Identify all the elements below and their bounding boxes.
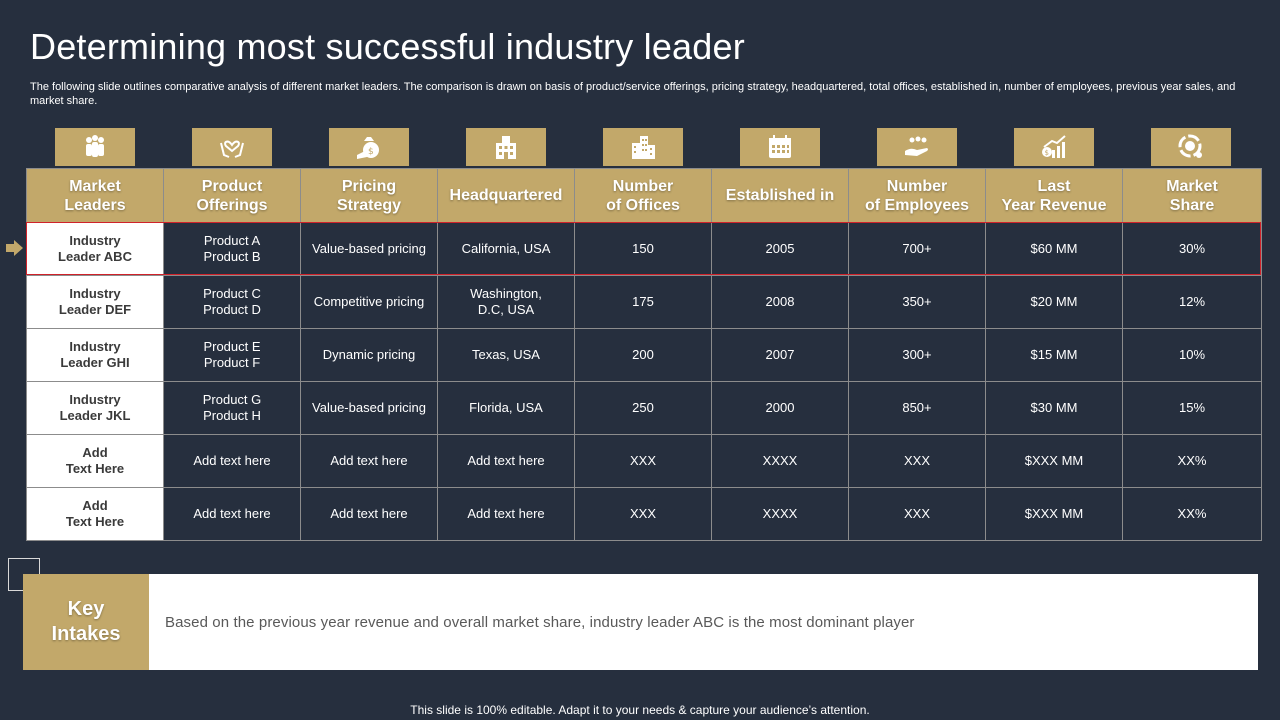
- table-cell: 850+: [848, 381, 986, 435]
- table-cell: 2005: [711, 222, 849, 276]
- table-cell: 700+: [848, 222, 986, 276]
- table-cell: 150: [574, 222, 712, 276]
- header-number-of-offices: Number of Offices: [574, 168, 712, 223]
- table-cell-leader: Add Text Here: [26, 434, 164, 488]
- key-intakes-label: Key Intakes: [23, 574, 149, 670]
- table-cell: Product A Product B: [163, 222, 301, 276]
- handshake-heart-icon: [192, 128, 272, 166]
- table-cell: 350+: [848, 275, 986, 329]
- footer-note: This slide is 100% editable. Adapt it to…: [410, 703, 870, 717]
- table-cell-leader: Industry Leader DEF: [26, 275, 164, 329]
- table-cell: Competitive pricing: [300, 275, 438, 329]
- header-pricing-strategy: Pricing Strategy: [300, 168, 438, 223]
- table-cell: Product E Product F: [163, 328, 301, 382]
- table-cell: XX%: [1122, 487, 1262, 541]
- table-cell: XX%: [1122, 434, 1262, 488]
- svg-text:$: $: [1045, 149, 1049, 157]
- header-market-share: Market Share: [1122, 168, 1262, 223]
- table-header-row: Market Leaders Product Offerings Pricing…: [26, 168, 1262, 223]
- table-cell: Product G Product H: [163, 381, 301, 435]
- header-market-leaders: Market Leaders: [26, 168, 164, 223]
- table-row: Industry Leader GHI Product E Product F …: [26, 328, 1262, 382]
- header-product-offerings: Product Offerings: [163, 168, 301, 223]
- header-number-of-employees: Number of Employees: [848, 168, 986, 223]
- table-cell: 2000: [711, 381, 849, 435]
- table-row: Industry Leader ABC Product A Product B …: [26, 222, 1262, 276]
- svg-text:$: $: [368, 147, 374, 157]
- table-cell-leader: Industry Leader ABC: [26, 222, 164, 276]
- table-cell: XXX: [574, 487, 712, 541]
- header-last-year-revenue: Last Year Revenue: [985, 168, 1123, 223]
- table-row: Industry Leader JKL Product G Product H …: [26, 381, 1262, 435]
- table-cell: $60 MM: [985, 222, 1123, 276]
- table-cell: XXXX: [711, 487, 849, 541]
- table-cell: XXX: [848, 434, 986, 488]
- table-row: Add Text Here Add text here Add text her…: [26, 487, 1262, 541]
- table-cell: $15 MM: [985, 328, 1123, 382]
- table-cell: $20 MM: [985, 275, 1123, 329]
- table-cell: Texas, USA: [437, 328, 575, 382]
- table-cell: Add text here: [437, 487, 575, 541]
- table-cell: 30%: [1122, 222, 1262, 276]
- table-cell: Product C Product D: [163, 275, 301, 329]
- money-bag-icon: $: [329, 128, 409, 166]
- table-cell: $XXX MM: [985, 434, 1123, 488]
- table-cell: 12%: [1122, 275, 1262, 329]
- table-cell: XXX: [574, 434, 712, 488]
- table-cell: Add text here: [163, 487, 301, 541]
- table-cell: XXX: [848, 487, 986, 541]
- table-cell: 175: [574, 275, 712, 329]
- office-buildings-icon: [603, 128, 683, 166]
- arrow-right-icon: [6, 240, 23, 256]
- table-cell: 15%: [1122, 381, 1262, 435]
- table-cell: Value-based pricing: [300, 222, 438, 276]
- table-cell: Florida, USA: [437, 381, 575, 435]
- table-cell: 2007: [711, 328, 849, 382]
- table-cell: 200: [574, 328, 712, 382]
- hand-people-icon: [877, 128, 957, 166]
- pie-chart-icon: [1151, 128, 1231, 166]
- header-established-in: Established in: [711, 168, 849, 223]
- table-cell: Value-based pricing: [300, 381, 438, 435]
- table-cell: $XXX MM: [985, 487, 1123, 541]
- header-headquartered: Headquartered: [437, 168, 575, 223]
- revenue-chart-icon: $: [1014, 128, 1094, 166]
- table-cell: Add text here: [300, 434, 438, 488]
- calendar-icon: [740, 128, 820, 166]
- table-cell-leader: Industry Leader JKL: [26, 381, 164, 435]
- table-cell: California, USA: [437, 222, 575, 276]
- table-cell: 300+: [848, 328, 986, 382]
- table-cell: Add text here: [437, 434, 575, 488]
- table-cell: $30 MM: [985, 381, 1123, 435]
- table-cell: Dynamic pricing: [300, 328, 438, 382]
- page-title: Determining most successful industry lea…: [30, 26, 745, 67]
- table-cell: Add text here: [163, 434, 301, 488]
- page-subtitle: The following slide outlines comparative…: [30, 81, 1236, 107]
- table-cell: 2008: [711, 275, 849, 329]
- table-row: Add Text Here Add text here Add text her…: [26, 434, 1262, 488]
- table-cell: Add text here: [300, 487, 438, 541]
- table-cell: XXXX: [711, 434, 849, 488]
- key-intakes-text: Based on the previous year revenue and o…: [165, 613, 915, 631]
- table-cell: 250: [574, 381, 712, 435]
- key-intakes-box: Based on the previous year revenue and o…: [149, 574, 1258, 670]
- building-icon: [466, 128, 546, 166]
- column-icon-row: $ $: [26, 128, 1261, 168]
- comparison-table: Market Leaders Product Offerings Pricing…: [26, 168, 1262, 541]
- table-cell: 10%: [1122, 328, 1262, 382]
- people-icon: [55, 128, 135, 166]
- table-cell: Washington, D.C, USA: [437, 275, 575, 329]
- table-row: Industry Leader DEF Product C Product D …: [26, 275, 1262, 329]
- table-cell-leader: Add Text Here: [26, 487, 164, 541]
- table-cell-leader: Industry Leader GHI: [26, 328, 164, 382]
